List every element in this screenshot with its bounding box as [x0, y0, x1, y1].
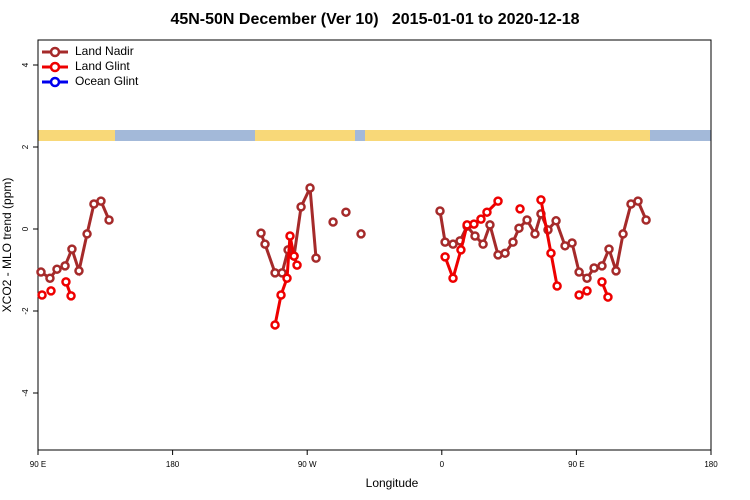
- legend-marker: [49, 76, 61, 88]
- point: [603, 292, 613, 302]
- map-strip: [38, 130, 711, 141]
- point: [282, 273, 292, 283]
- point: [515, 204, 525, 214]
- point: [633, 196, 643, 206]
- legend-marker: [49, 61, 61, 73]
- legend-label: Ocean Glint: [75, 74, 139, 88]
- point: [604, 244, 614, 254]
- point: [435, 206, 445, 216]
- point: [328, 217, 338, 227]
- x-axis-label: Longitude: [366, 476, 419, 490]
- point: [96, 196, 106, 206]
- y-tick-label: -2: [21, 307, 30, 315]
- x-tick-label: 180: [704, 460, 718, 469]
- point: [276, 290, 286, 300]
- point: [277, 268, 287, 278]
- point: [285, 231, 295, 241]
- point: [530, 229, 540, 239]
- point: [582, 273, 592, 283]
- x-tick-label: 90 W: [298, 460, 317, 469]
- point: [574, 267, 584, 277]
- series-line: [40, 182, 648, 281]
- x-tick-label: 0: [440, 460, 445, 469]
- land-band: [38, 130, 115, 141]
- point: [46, 286, 56, 296]
- y-tick-label: 4: [21, 62, 30, 67]
- point: [493, 196, 503, 206]
- point: [60, 261, 70, 271]
- point: [45, 273, 55, 283]
- legend-marker: [49, 46, 61, 58]
- point: [260, 239, 270, 249]
- point: [256, 228, 266, 238]
- point: [67, 244, 77, 254]
- point: [341, 207, 351, 217]
- point: [292, 260, 302, 270]
- y-tick-label: -4: [21, 389, 30, 397]
- point: [104, 215, 114, 225]
- point: [485, 220, 495, 230]
- point: [305, 183, 315, 193]
- point: [456, 245, 466, 255]
- point: [296, 202, 306, 212]
- point: [597, 277, 607, 287]
- point: [482, 207, 492, 217]
- point: [522, 215, 532, 225]
- land-band: [365, 130, 650, 141]
- legend-label: Land Nadir: [75, 44, 134, 58]
- point: [552, 281, 562, 291]
- point: [66, 291, 76, 301]
- point: [37, 290, 47, 300]
- point: [574, 290, 584, 300]
- point: [582, 286, 592, 296]
- point: [36, 267, 46, 277]
- point: [508, 237, 518, 247]
- plot-frame: [37, 39, 712, 451]
- point: [469, 219, 479, 229]
- point: [440, 252, 450, 262]
- point: [514, 223, 524, 233]
- point: [311, 253, 321, 263]
- chart-title: 45N-50N December (Ver 10) 2015-01-01 to …: [170, 11, 579, 28]
- point: [551, 216, 561, 226]
- point: [356, 229, 366, 239]
- point: [611, 266, 621, 276]
- point: [567, 238, 577, 248]
- point: [74, 266, 84, 276]
- point: [440, 237, 450, 247]
- point: [61, 277, 71, 287]
- point: [289, 251, 299, 261]
- x-tick-label: 180: [166, 460, 180, 469]
- point: [618, 229, 628, 239]
- x-tick-label: 90 E: [568, 460, 584, 469]
- point: [597, 261, 607, 271]
- point: [82, 229, 92, 239]
- legend-label: Land Glint: [75, 59, 130, 73]
- y-tick-label: 0: [21, 226, 30, 231]
- point: [478, 239, 488, 249]
- point: [476, 214, 486, 224]
- y-tick-label: 2: [21, 144, 30, 149]
- point: [52, 264, 62, 274]
- point: [500, 248, 510, 258]
- x-tick-label: 90 E: [30, 460, 46, 469]
- point: [641, 215, 651, 225]
- point: [448, 239, 458, 249]
- point: [270, 320, 280, 330]
- land-band: [255, 130, 355, 141]
- point: [546, 248, 556, 258]
- point: [448, 273, 458, 283]
- y-axis-label: XCO2 - MLO trend (ppm): [0, 178, 14, 313]
- point: [536, 195, 546, 205]
- point: [589, 263, 599, 273]
- point: [470, 231, 480, 241]
